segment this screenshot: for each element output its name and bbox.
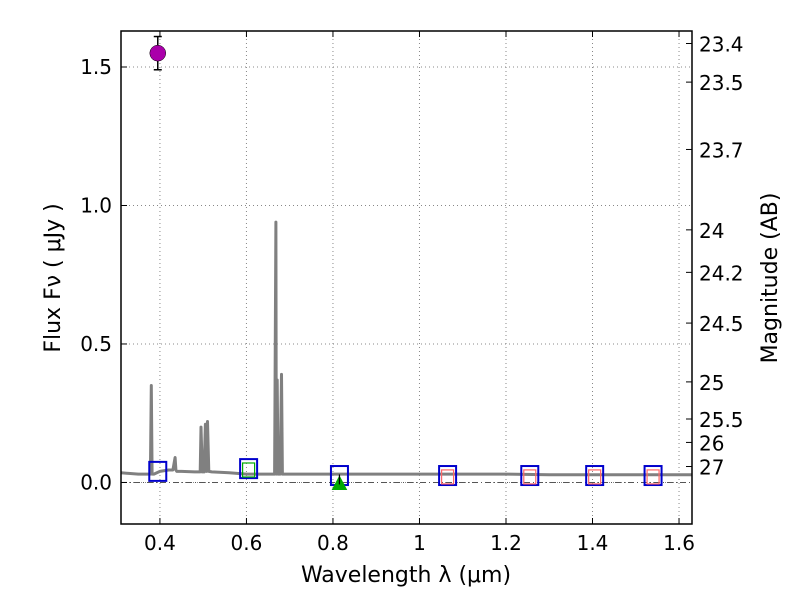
y-tick-label: 0.0 [80,470,112,494]
y-axis-title: Flux Fν ( μJy ) [41,203,66,352]
photometry-filter-marker [588,469,602,485]
photometry-filter-marker [646,469,660,485]
x-tick-label: 0.4 [144,531,176,555]
x-tick-label: 1 [413,531,426,555]
y2-axis-title: Magnitude (AB) [758,193,783,364]
x-tick-label: 1.4 [577,531,609,555]
model-photometry-marker [643,465,663,487]
plot-frame [120,30,693,525]
mag-tick-label: 23.7 [699,138,744,162]
mag-tick-label: 27 [699,456,724,480]
photometry-filter-marker [523,469,537,485]
x-tick-label: 0.6 [231,531,263,555]
model-photometry-marker [239,458,259,480]
mag-tick-label: 25.5 [699,408,744,432]
y-tick-label: 0.5 [80,332,112,356]
model-photometry-marker [438,465,458,487]
mag-tick-label: 23.4 [699,32,744,56]
model-spectrum-line [120,220,692,477]
model-photometry-marker [148,460,168,482]
mag-tick-label: 24.2 [699,261,744,285]
x-axis-title: Wavelength λ (μm) [301,563,511,588]
x-tick-label: 1.6 [663,531,695,555]
model-spectrum-layer [120,220,692,477]
model-photometry-marker [520,465,540,487]
x-tick-label: 0.8 [317,531,349,555]
observed-flux-point [149,44,167,62]
y-tick-label: 1.5 [80,55,112,79]
mag-tick-label: 23.5 [699,71,744,95]
mag-tick-label: 26 [699,431,724,455]
mag-tick-label: 24 [699,219,724,243]
photometry-markers [148,35,663,490]
mag-tick-label: 25 [699,371,724,395]
mag-tick-label: 24.5 [699,312,744,336]
x-tick-label: 1.2 [490,531,522,555]
photometry-filter-marker [440,469,455,485]
photometry-filter-marker [242,462,256,478]
axis-ticks: 0.4 0.6 0.8 1 1.2 1.4 1.6 0.0 0.5 1.0 1.5 23.4 23.5 2… [80,31,744,555]
y-tick-label: 1.0 [80,193,112,217]
model-photometry-marker [585,465,605,487]
